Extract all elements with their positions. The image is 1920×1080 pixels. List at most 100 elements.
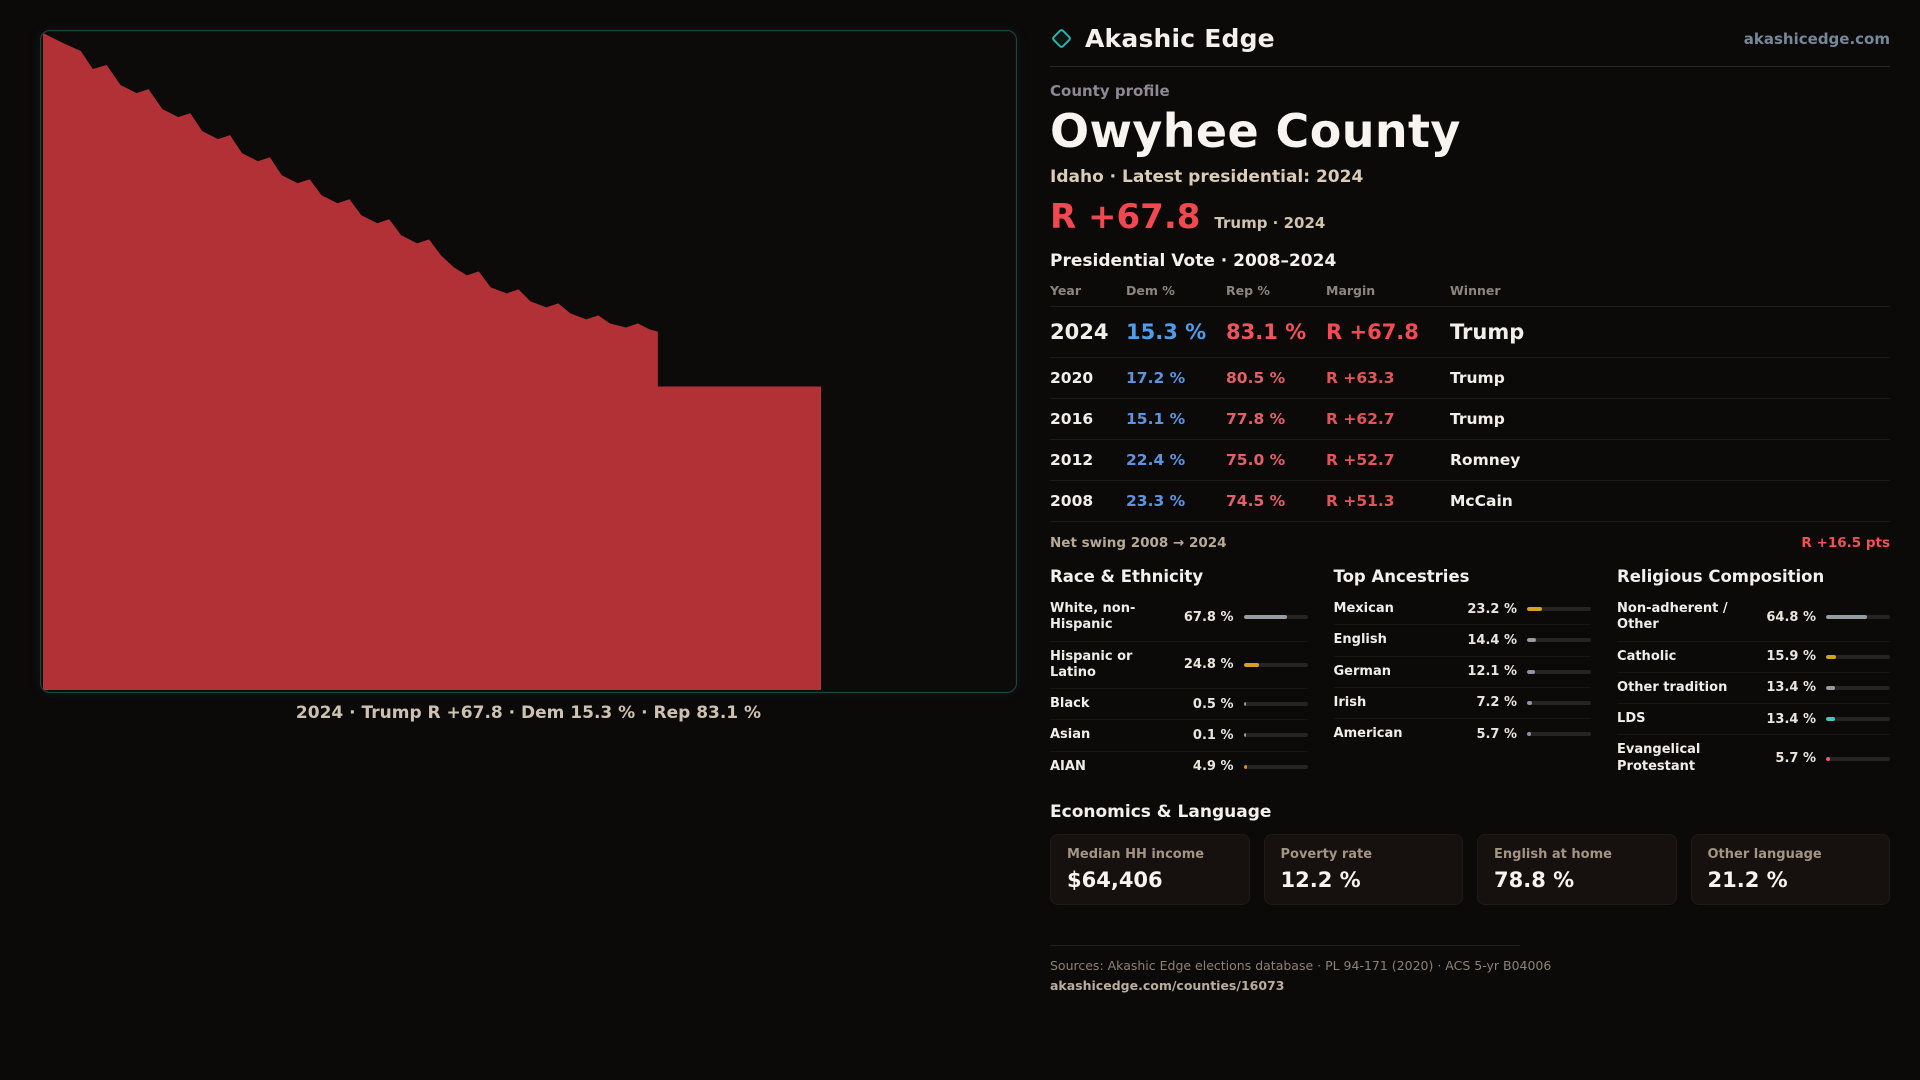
demo-value: 5.7 % [1775, 751, 1816, 766]
col-header-margin: Margin [1326, 283, 1376, 298]
bar-fill [1826, 615, 1868, 620]
demo-value: 5.7 % [1476, 726, 1518, 742]
bar-fill [1527, 700, 1532, 705]
demographics-section: Race & Ethnicity White, non-Hispanic 67.… [1050, 567, 1890, 782]
brand-header: Akashic Edge akashicedge.com [1050, 24, 1890, 53]
headline-margin-row: R +67.8 Trump · 2024 [1050, 197, 1890, 237]
bar-track [1243, 702, 1308, 707]
demo-value: 64.8 % [1766, 609, 1816, 625]
page-title: Owyhee County [1050, 104, 1461, 158]
net-swing-value: R +16.5 pts [1801, 535, 1890, 551]
brand-diamond-icon [1050, 27, 1073, 50]
bar-track [1243, 733, 1308, 738]
cell-margin: R +52.7 [1326, 451, 1395, 469]
demo-label: Other tradition [1617, 679, 1728, 695]
stat-card-median-income: Median HH income $64,406 [1050, 833, 1250, 905]
cell-rep: 75.0 % [1226, 451, 1286, 469]
demo-value: 14.4 % [1467, 632, 1518, 648]
ancestries-column: Top Ancestries Mexican 23.2 % English 14… [1333, 567, 1592, 782]
bar-fill [1826, 756, 1830, 761]
stat-card-english-at-home: English at home 78.8 % [1477, 833, 1677, 905]
headline-margin-note: Trump · 2024 [1214, 214, 1326, 232]
bar-track [1527, 638, 1592, 643]
cell-dem: 23.3 % [1126, 492, 1186, 510]
cell-margin: R +51.3 [1326, 492, 1395, 510]
cell-rep: 77.8 % [1226, 410, 1286, 428]
section-title-race: Race & Ethnicity [1050, 567, 1204, 586]
headline-margin-value: R +67.8 [1050, 197, 1201, 237]
col-header-year: Year [1050, 283, 1081, 298]
list-item: English 14.4 % [1333, 625, 1592, 657]
bar-fill [1243, 615, 1287, 620]
vote-table-title: Presidential Vote · 2008–2024 [1050, 251, 1337, 271]
list-item: Hispanic or Latino 24.8 % [1050, 642, 1308, 689]
cell-dem: 22.4 % [1126, 451, 1186, 469]
stat-label: Median HH income [1067, 846, 1205, 862]
cell-dem: 17.2 % [1126, 369, 1186, 387]
demo-value: 23.2 % [1467, 601, 1518, 617]
race-ethnicity-column: Race & Ethnicity White, non-Hispanic 67.… [1050, 567, 1308, 782]
demo-label: German [1333, 663, 1391, 679]
demo-label: Mexican [1333, 601, 1394, 616]
stat-label: Other language [1707, 846, 1822, 862]
demo-value: 13.4 % [1766, 680, 1816, 696]
demo-label: LDS [1617, 711, 1646, 726]
cell-rep: 74.5 % [1226, 492, 1286, 510]
section-title-religion: Religious Composition [1617, 567, 1825, 586]
list-item: Irish 7.2 % [1333, 688, 1592, 719]
demo-value: 13.4 % [1766, 711, 1816, 727]
economics-title: Economics & Language [1050, 801, 1272, 822]
table-row: 2016 15.1 % 77.8 % R +62.7 Trump [1050, 399, 1890, 440]
kicker: County profile [1050, 82, 1170, 100]
bar-track [1826, 685, 1890, 690]
stat-label: Poverty rate [1280, 846, 1373, 862]
net-swing-row: Net swing 2008 → 2024 R +16.5 pts [1050, 535, 1890, 551]
bar-fill [1826, 717, 1835, 722]
col-header-dem: Dem % [1126, 283, 1175, 298]
bar-fill [1527, 732, 1531, 737]
cell-margin: R +67.8 [1326, 320, 1419, 344]
net-swing-label: Net swing 2008 → 2024 [1050, 535, 1227, 551]
subtitle: Idaho · Latest presidential: 2024 [1050, 167, 1364, 187]
brand-domain-link[interactable]: akashicedge.com [1743, 29, 1890, 48]
cell-dem: 15.1 % [1126, 410, 1186, 428]
bar-fill [1243, 662, 1260, 667]
brand-name: Akashic Edge [1085, 24, 1275, 53]
bar-track [1826, 615, 1890, 620]
profile-panel: Akashic Edge akashicedge.com County prof… [1050, 24, 1890, 993]
list-item: Asian 0.1 % [1050, 720, 1308, 752]
bar-track [1527, 669, 1592, 674]
county-map [42, 33, 821, 690]
bar-track [1243, 764, 1308, 769]
table-row: 2024 15.3 % 83.1 % R +67.8 Trump [1050, 307, 1890, 358]
list-item: LDS 13.4 % [1617, 704, 1890, 736]
cell-year: 2016 [1050, 410, 1094, 428]
county-url-link[interactable]: akashicedge.com/counties/16073 [1050, 977, 1285, 993]
demo-label: Black [1050, 696, 1090, 711]
list-item: AIAN 4.9 % [1050, 752, 1308, 782]
map-caption: 2024 · Trump R +67.8 · Dem 15.3 % · Rep … [295, 703, 762, 723]
bar-fill [1527, 669, 1535, 674]
stat-card-poverty-rate: Poverty rate 12.2 % [1263, 833, 1463, 905]
bar-track [1826, 654, 1890, 659]
demo-label: Catholic [1617, 648, 1677, 664]
cell-margin: R +62.7 [1326, 410, 1395, 428]
bar-track [1826, 717, 1890, 722]
bar-fill [1826, 654, 1837, 659]
header-divider [1050, 66, 1890, 67]
list-item: Non-adherent / Other 64.8 % [1617, 594, 1890, 642]
demo-label: Non-adherent / Other [1617, 601, 1728, 633]
table-row: 2020 17.2 % 80.5 % R +63.3 Trump [1050, 358, 1890, 399]
cell-winner: Romney [1450, 451, 1521, 469]
stat-label: English at home [1494, 846, 1612, 862]
demo-value: 24.8 % [1183, 657, 1234, 673]
demo-value: 4.9 % [1192, 759, 1234, 775]
demo-label: Hispanic or Latino [1050, 648, 1133, 680]
cell-year: 2012 [1050, 451, 1094, 469]
cell-margin: R +63.3 [1326, 369, 1395, 387]
bar-fill [1243, 764, 1247, 769]
bar-fill [1243, 702, 1246, 707]
demo-label: English [1333, 632, 1387, 648]
demo-label: American [1333, 726, 1403, 741]
